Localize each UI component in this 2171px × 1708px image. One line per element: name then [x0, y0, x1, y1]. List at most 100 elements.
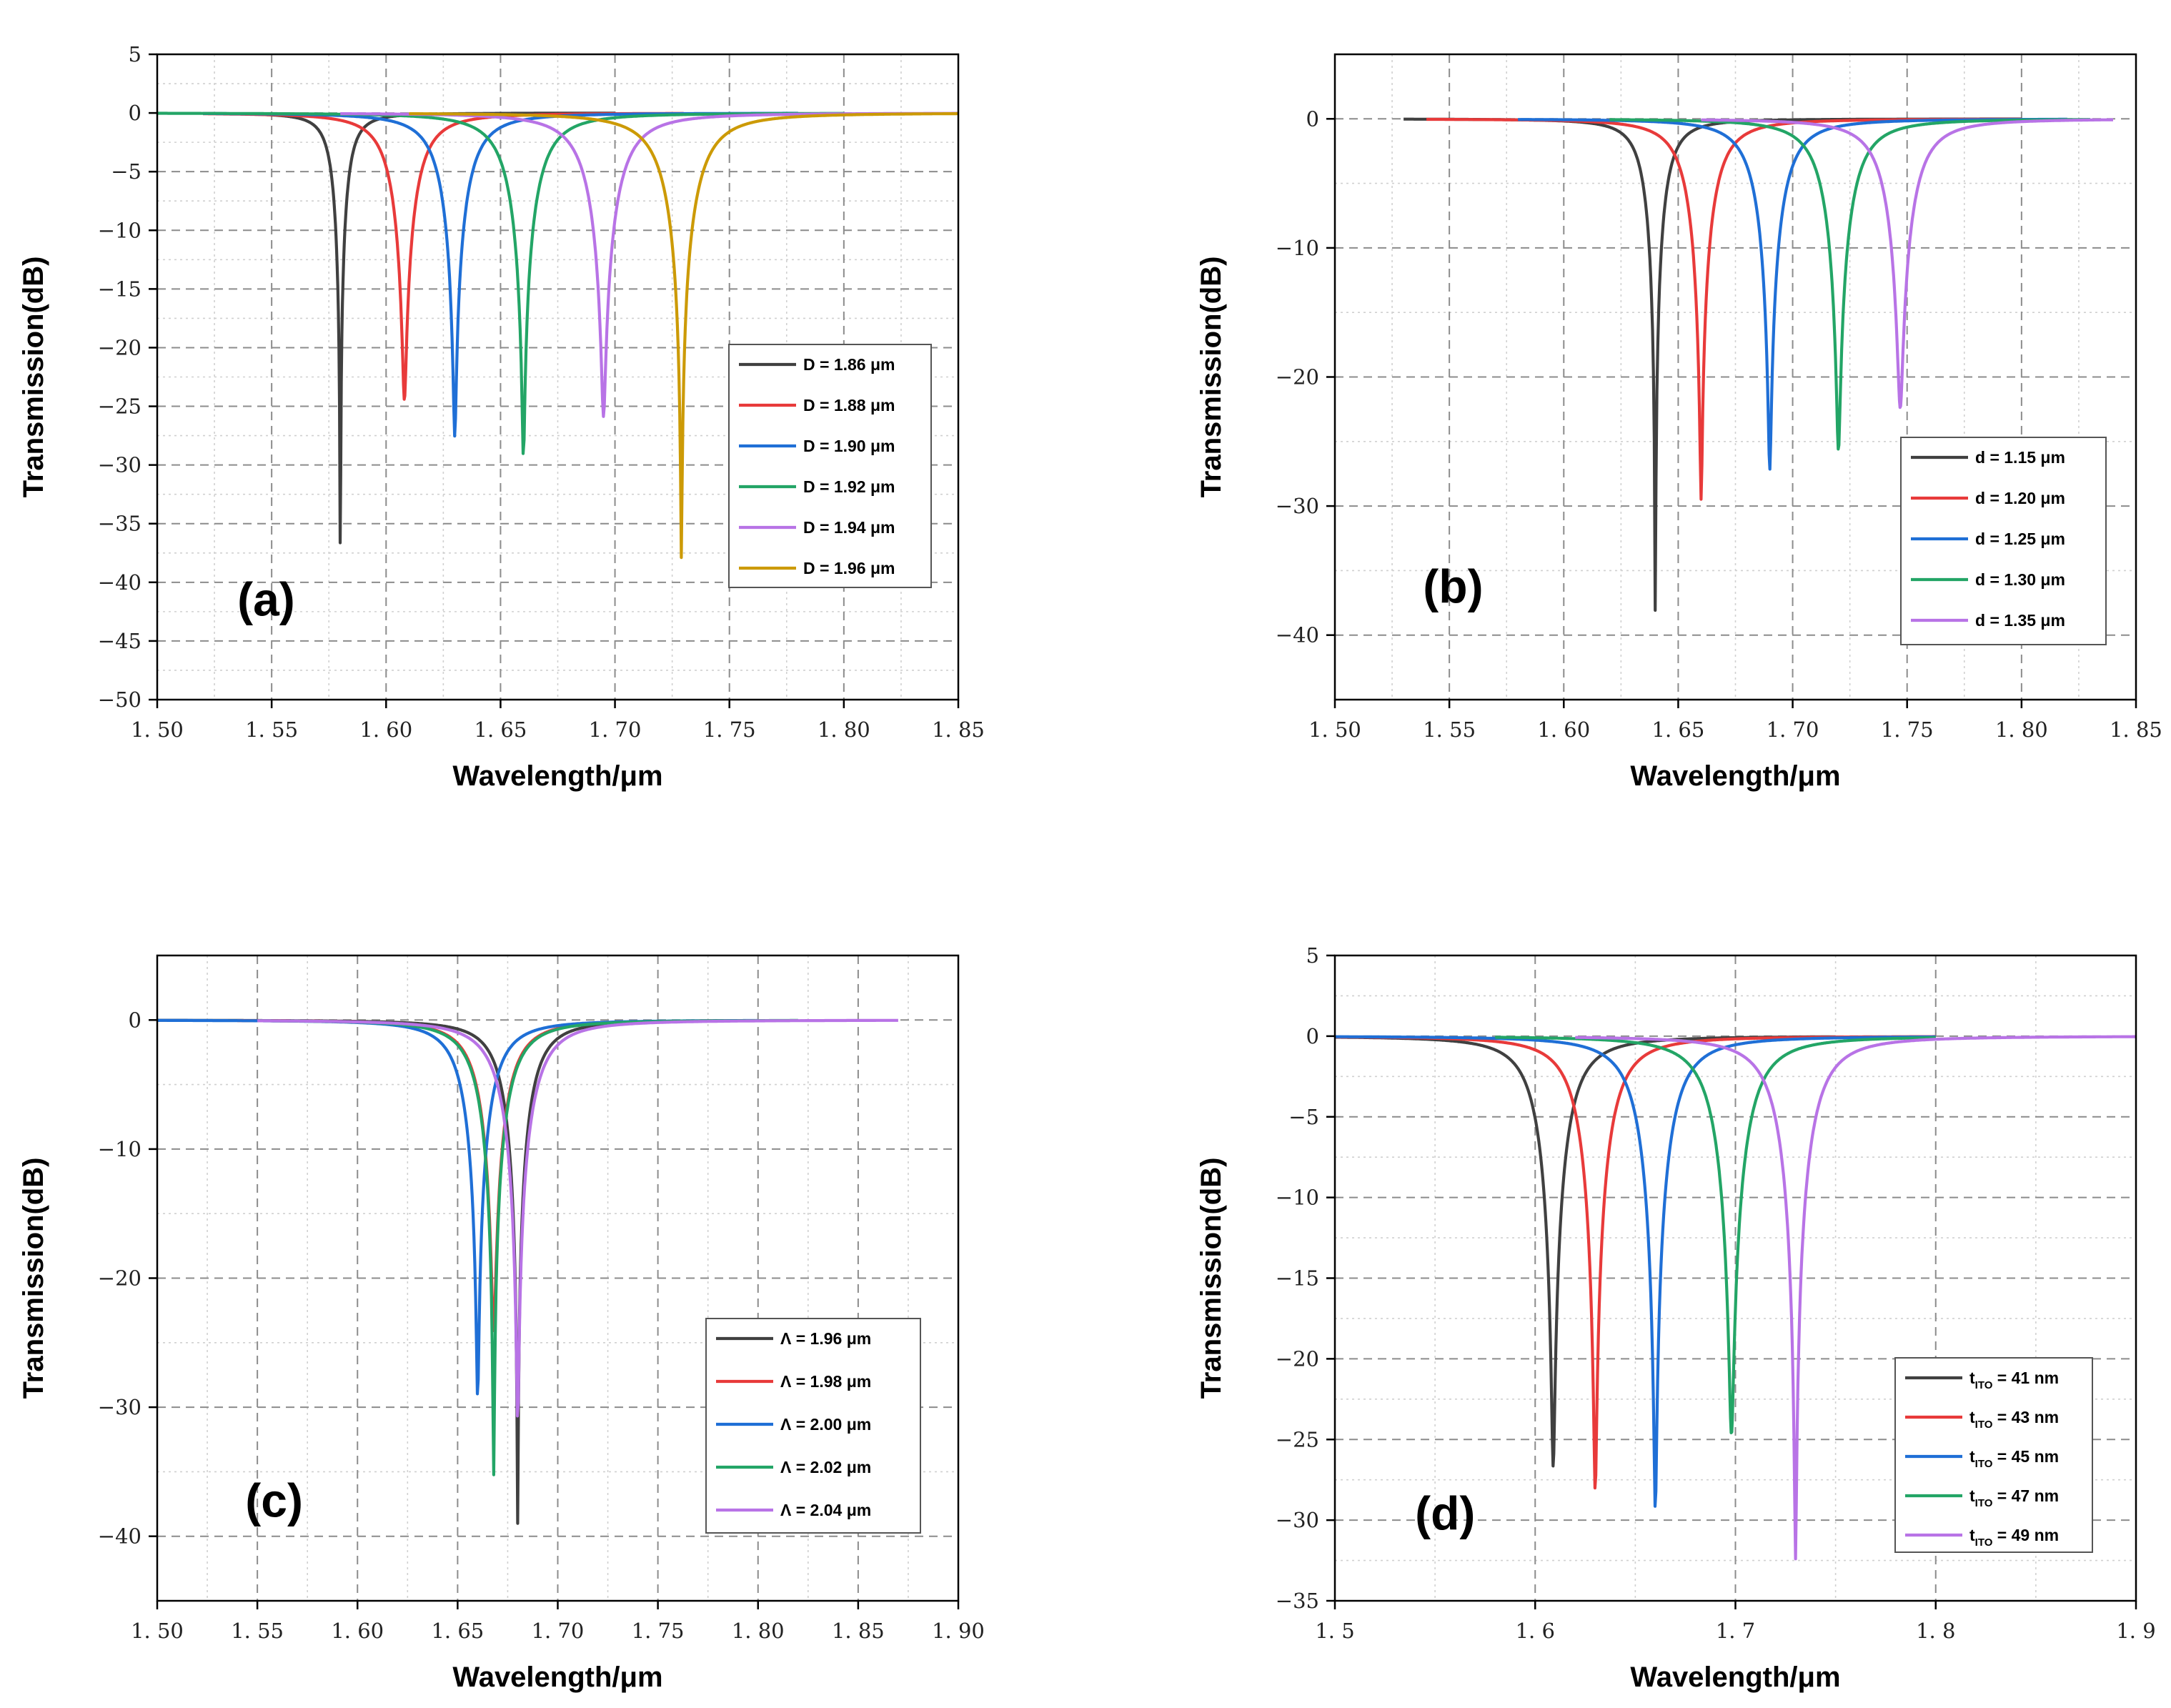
series-line-6	[408, 111, 959, 560]
series-curves	[157, 1018, 899, 1525]
legend-label-1: Λ = 1.96 μm	[780, 1329, 871, 1348]
y-axis-title: Transmission(dB)	[1196, 257, 1227, 498]
y-tick-label: −25	[1276, 1427, 1319, 1451]
legend-label-3: d = 1.25 μm	[1975, 530, 2065, 548]
y-tick-label: −5	[111, 159, 141, 184]
series-line-5	[1700, 118, 2115, 409]
y-tick-label: −30	[1276, 1508, 1319, 1532]
x-tick-label: 1. 80	[732, 1619, 785, 1643]
legend-label-2: d = 1.20 μm	[1975, 489, 2065, 507]
y-tick-label: −15	[1276, 1266, 1319, 1291]
y-tick-label: −25	[98, 394, 141, 419]
legend-label-5: tITO = 49 nm	[1969, 1526, 2059, 1549]
x-tick-label: 1. 55	[245, 718, 298, 742]
y-tick-label: 0	[129, 101, 141, 125]
legend-box	[728, 344, 932, 588]
x-tick-label: 1. 85	[2110, 718, 2162, 742]
x-tick-label: 1. 65	[475, 718, 527, 742]
y-tick-label: 5	[1306, 943, 1319, 968]
y-tick-label: −30	[98, 1395, 141, 1419]
x-tick-label: 1. 65	[431, 1619, 484, 1643]
legend-label-1: D = 1.86 μm	[803, 355, 895, 374]
y-tick-label: −5	[1288, 1105, 1319, 1129]
x-tick-label: 1. 75	[1881, 718, 1934, 742]
series-line-5	[257, 1018, 899, 1418]
major-grid	[157, 955, 958, 1601]
x-tick-label: 1. 7	[1716, 1619, 1755, 1643]
y-tick-label: −35	[98, 512, 141, 536]
plot-frame	[156, 53, 960, 701]
y-tick-label: −20	[98, 335, 141, 359]
chart-panel-c: 1. 50 1. 55 1. 60 1. 65 1. 70 1. 75 1. 80 1. 85…	[18, 954, 985, 1693]
x-axis-title: Wavelength/μm	[1630, 1662, 1840, 1693]
x-tick-label: 1. 50	[1308, 718, 1361, 742]
chart-panel-b: 1. 50 1. 55 1. 60 1. 65 1. 70 1. 75 1. 80 1. 85…	[1196, 53, 2162, 792]
chart-panel-a: 1. 50 1. 55 1. 60 1. 65 1. 70 1. 75 1. 80 1. 85…	[18, 42, 985, 792]
series-line-3	[1334, 1035, 1937, 1508]
tick-marks	[1326, 954, 2137, 1609]
series-line-4	[157, 111, 845, 455]
legend-label-1: tITO = 41 nm	[1969, 1369, 2059, 1391]
x-tick-label: 1. 85	[932, 718, 985, 742]
x-tick-label: 1. 55	[1423, 718, 1476, 742]
y-tick-label: −10	[98, 1137, 141, 1161]
legend-label-3: tITO = 45 nm	[1969, 1447, 2059, 1470]
y-tick-label: −20	[98, 1266, 141, 1291]
series-line-5	[1574, 1035, 2137, 1561]
x-tick-label: 1. 5	[1315, 1619, 1354, 1643]
legend-label-4: Λ = 2.02 μm	[780, 1458, 871, 1476]
series-curves	[157, 111, 959, 560]
panel-label: (d)	[1415, 1487, 1475, 1540]
legend-label-5: d = 1.35 μm	[1975, 611, 2065, 630]
y-tick-label: −35	[1276, 1589, 1319, 1613]
x-tick-label: 1. 70	[532, 1619, 585, 1643]
series-curves	[1403, 117, 2115, 612]
y-axis-title: Transmission(dB)	[1196, 1158, 1227, 1399]
x-tick-label: 1. 55	[231, 1619, 284, 1643]
y-tick-label: −30	[98, 453, 141, 477]
legend-label-2: D = 1.88 μm	[803, 396, 895, 414]
chart-panel-d: 1. 5 1. 6 1. 7 1. 8 1. 9 5 0 −5 −10 −15 −20 −25 −30 −…	[1196, 943, 2156, 1693]
legend-label-4: d = 1.30 μm	[1975, 570, 2065, 589]
y-tick-label: 0	[1306, 106, 1319, 131]
panel-label: (c)	[245, 1474, 303, 1527]
legend-label-3: Λ = 2.00 μm	[780, 1415, 871, 1434]
x-axis-title: Wavelength/μm	[452, 1662, 662, 1693]
x-tick-label: 1. 60	[331, 1619, 384, 1643]
x-tick-label: 1. 50	[131, 718, 184, 742]
legend-label-3: D = 1.90 μm	[803, 437, 895, 455]
legend: d = 1.15 μm d = 1.20 μm d = 1.25 μm d = 1.3…	[1900, 437, 2107, 645]
legend-label-2: Λ = 1.98 μm	[780, 1372, 871, 1391]
legend-label-5: D = 1.94 μm	[803, 518, 895, 537]
tick-marks	[149, 1019, 960, 1609]
y-tick-label: −20	[1276, 365, 1319, 389]
legend-box	[1900, 437, 2107, 645]
y-tick-label: −15	[98, 277, 141, 301]
legend-label-2: tITO = 43 nm	[1969, 1408, 2059, 1431]
x-tick-label: 1. 9	[2116, 1619, 2155, 1643]
y-tick-label: −30	[1276, 494, 1319, 518]
y-tick-label: −20	[1276, 1346, 1319, 1371]
x-tick-label: 1. 70	[1767, 718, 1819, 742]
y-axis-title: Transmission(dB)	[18, 257, 49, 498]
y-axis-title: Transmission(dB)	[18, 1158, 49, 1399]
x-tick-label: 1. 80	[818, 718, 870, 742]
y-tick-label: −10	[1276, 236, 1319, 260]
x-tick-label: 1. 65	[1652, 718, 1705, 742]
x-tick-label: 1. 75	[632, 1619, 685, 1643]
legend: D = 1.86 μm D = 1.88 μm D = 1.90 μm D = 1.9…	[728, 344, 932, 588]
y-tick-label: −50	[98, 687, 141, 712]
x-tick-label: 1. 60	[1537, 718, 1590, 742]
x-axis-title: Wavelength/μm	[1630, 760, 1840, 792]
legend-label-4: D = 1.92 μm	[803, 477, 895, 496]
y-tick-label: −40	[98, 1524, 141, 1549]
x-tick-label: 1. 75	[703, 718, 756, 742]
legend: Λ = 1.96 μm Λ = 1.98 μm Λ = 2.00 μm Λ = 2.0…	[705, 1318, 921, 1534]
panel-label: (b)	[1423, 560, 1483, 613]
y-tick-label: 5	[129, 42, 141, 66]
x-tick-label: 1. 85	[832, 1619, 885, 1643]
legend-label-1: d = 1.15 μm	[1975, 448, 2065, 467]
y-tick-label: 0	[1306, 1024, 1319, 1048]
x-tick-label: 1. 60	[359, 718, 412, 742]
